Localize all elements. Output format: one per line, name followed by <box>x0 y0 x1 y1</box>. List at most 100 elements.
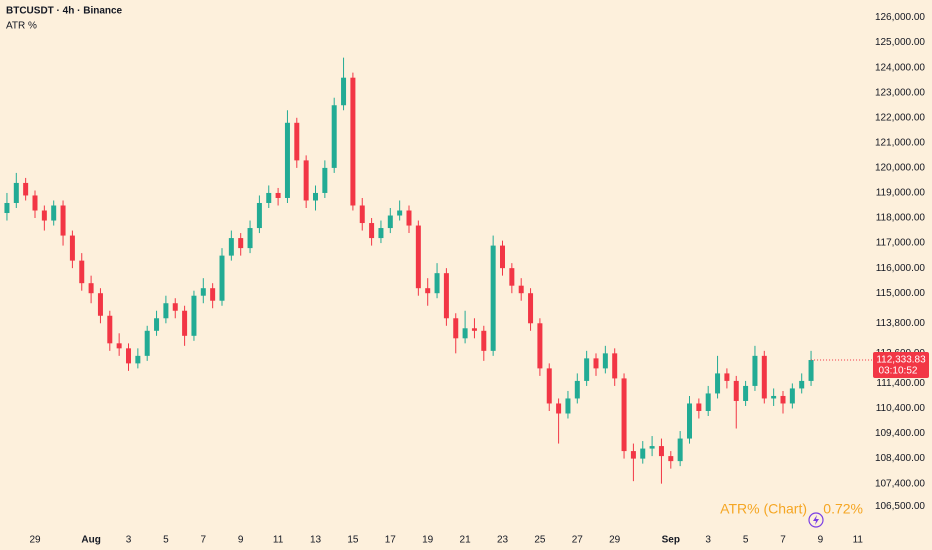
candle-body <box>771 395 777 399</box>
chart-title: BTCUSDT · 4h · Binance <box>6 6 123 17</box>
candle-body <box>528 293 534 324</box>
x-tick-label: 13 <box>310 535 322 546</box>
x-tick-label: 9 <box>818 535 824 546</box>
candle-body <box>658 446 664 457</box>
last-price-label: 112,333.83 <box>876 355 926 366</box>
candle-body <box>200 288 206 296</box>
y-tick-label: 124,000.00 <box>875 62 925 73</box>
x-tick-label: 3 <box>126 535 132 546</box>
x-tick-label: 25 <box>534 535 546 546</box>
candle-body <box>415 225 421 289</box>
candle-body <box>752 355 758 386</box>
candle-body <box>32 195 38 211</box>
indicator-icon-bolt <box>813 515 819 525</box>
candle-body <box>406 210 412 226</box>
x-tick-label: Aug <box>81 535 100 546</box>
candle-body <box>107 315 113 344</box>
candle-body <box>144 330 150 356</box>
candle-body <box>546 368 552 404</box>
countdown: 03:10:52 <box>879 366 918 377</box>
y-tick-label: 115,000.00 <box>876 288 926 299</box>
candle-body <box>630 451 636 459</box>
x-tick-label: 11 <box>273 535 284 546</box>
candle-body <box>350 77 356 206</box>
candle-body <box>780 395 786 404</box>
candle-body <box>126 348 131 364</box>
candle-body <box>238 238 244 249</box>
x-tick-label: 23 <box>497 535 509 546</box>
x-tick-label: 21 <box>460 535 472 546</box>
candle-body <box>378 228 384 239</box>
indicator-name: ATR % <box>6 21 37 32</box>
x-tick-label: Sep <box>662 535 680 546</box>
y-tick-label: 119,000.00 <box>876 188 926 199</box>
x-tick-label: 7 <box>201 535 207 546</box>
x-tick-label: 15 <box>347 535 359 546</box>
x-tick-label: 27 <box>572 535 584 546</box>
candle-body <box>705 393 711 411</box>
candle-body <box>612 353 618 379</box>
x-tick-label: 17 <box>385 535 397 546</box>
candle-body <box>13 182 19 203</box>
x-tick-label: 5 <box>743 535 749 546</box>
x-tick-label: 3 <box>705 535 711 546</box>
candle-body <box>219 255 225 301</box>
candle-body <box>135 355 141 364</box>
candle-body <box>733 380 739 401</box>
y-tick-label: 110,400.00 <box>876 403 926 414</box>
candle-body <box>397 210 403 216</box>
candle-body <box>228 238 234 256</box>
candle-body <box>453 318 459 339</box>
candle-body <box>51 205 57 221</box>
candle-body <box>23 182 29 196</box>
candle-body <box>60 205 66 236</box>
x-tick-label: 9 <box>238 535 244 546</box>
candle-body <box>640 448 646 459</box>
candle-body <box>266 192 272 203</box>
candle-body <box>462 328 468 339</box>
x-tick-label: 5 <box>163 535 169 546</box>
candle-body <box>481 330 487 351</box>
candle-body <box>696 403 702 411</box>
y-tick-label: 125,000.00 <box>875 37 925 48</box>
candle-body <box>341 77 347 106</box>
y-tick-label: 106,500.00 <box>875 501 925 512</box>
candle-body <box>369 223 375 239</box>
candle-body <box>172 303 178 311</box>
candle-body <box>518 285 524 294</box>
candle-body <box>649 446 655 449</box>
candle-body <box>500 245 505 269</box>
candle-body <box>97 293 103 316</box>
y-tick-label: 118,000.00 <box>876 213 926 224</box>
indicator-icon <box>808 512 824 528</box>
candle-body <box>154 318 160 331</box>
candle-body <box>88 283 94 294</box>
atr-value: 0.72% <box>823 501 863 517</box>
candle-body <box>593 358 599 369</box>
y-tick-label: 109,400.00 <box>875 428 925 439</box>
candle-body <box>584 358 590 381</box>
candle-body <box>425 288 431 294</box>
candle-body <box>387 215 393 229</box>
candle-body <box>256 202 262 229</box>
y-tick-label: 117,000.00 <box>876 238 926 249</box>
y-tick-label: 108,400.00 <box>875 453 925 464</box>
candle-body <box>799 380 805 389</box>
candle-body <box>303 160 309 201</box>
candle-body <box>789 388 795 404</box>
atr-label: ATR% (Chart) <box>720 501 807 517</box>
y-tick-label: 113,800.00 <box>876 318 926 329</box>
candle-body <box>574 380 580 399</box>
candle-body <box>182 310 188 336</box>
x-tick-label: 7 <box>780 535 786 546</box>
y-tick-label: 116,000.00 <box>876 263 926 274</box>
candle-body <box>443 273 449 319</box>
candle-body <box>509 268 515 286</box>
candle-body <box>677 438 683 462</box>
candle-body <box>163 303 169 319</box>
candle-body <box>41 210 47 221</box>
y-tick-label: 122,000.00 <box>875 112 925 123</box>
y-tick-label: 123,000.00 <box>875 87 925 98</box>
x-tick-label: 19 <box>422 535 434 546</box>
